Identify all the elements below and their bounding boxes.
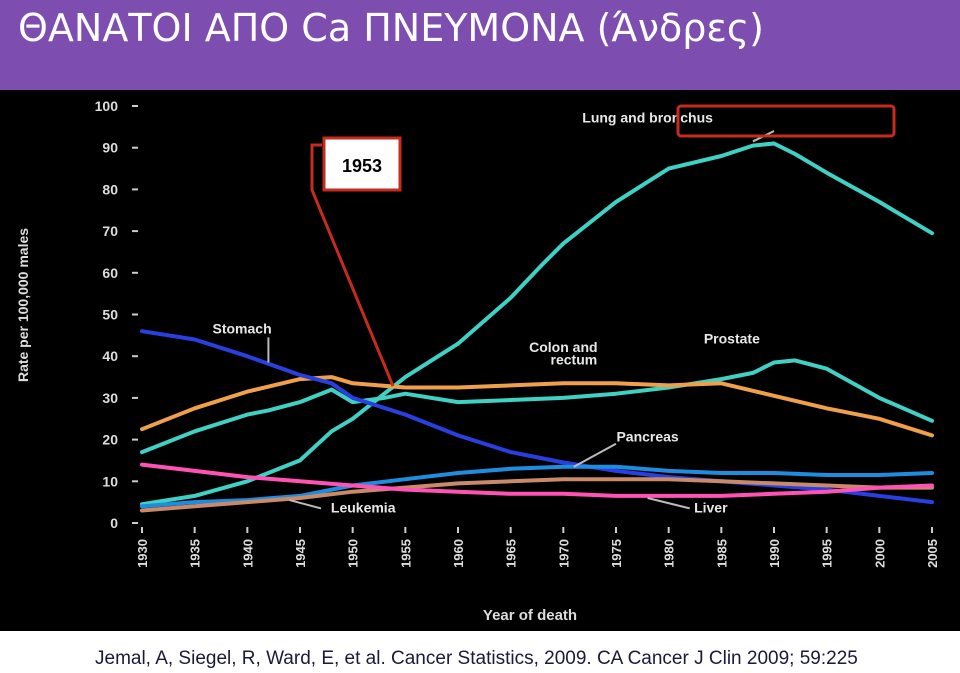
series-label: Pancreas — [616, 429, 678, 445]
y-tick-label: 50 — [102, 307, 118, 323]
year-callout-pointer — [310, 143, 395, 387]
series-line-prostate — [140, 375, 934, 438]
series-line-stomach — [140, 329, 934, 505]
x-tick-label: 1935 — [188, 539, 203, 568]
series-line-colon-and-rectum — [140, 358, 934, 455]
liver-pointer — [647, 497, 690, 510]
x-tick-label: 1975 — [609, 539, 624, 568]
y-tick-label: 30 — [102, 390, 118, 406]
leukemia-pointer — [289, 499, 322, 510]
series-label: rectum — [551, 352, 598, 368]
series-line-leukemia — [140, 477, 934, 513]
y-tick-label: 10 — [102, 473, 118, 489]
slide-title: ΘΑΝΑΤΟΙ ΑΠΟ Ca ΠΝΕΥΜΟΝΑ (Άνδρες) — [18, 6, 765, 50]
x-tick-label: 1985 — [714, 539, 729, 568]
year-callout-label: 1953 — [342, 156, 382, 176]
x-tick-label: 1930 — [135, 539, 150, 568]
x-tick-label: 2000 — [872, 539, 887, 568]
x-tick-label: 1950 — [346, 539, 361, 568]
series-line-pancreas — [140, 464, 934, 509]
series-label: Liver — [694, 500, 728, 516]
y-axis-title: Rate per 100,000 males — [15, 228, 31, 382]
x-tick-label: 1955 — [398, 539, 413, 568]
series-label: Stomach — [213, 320, 272, 336]
series-label: Colon and — [529, 339, 597, 355]
y-tick-label: 60 — [102, 265, 118, 281]
pancreas-pointer — [573, 442, 617, 468]
x-axis-title: Year of death — [483, 607, 577, 624]
x-tick-label: 1945 — [293, 539, 308, 568]
year-callout-box — [322, 136, 402, 192]
x-tick-label: 1965 — [504, 539, 519, 568]
x-tick-label: 1990 — [767, 539, 782, 568]
series-label: Prostate — [704, 331, 760, 347]
series-line-liver — [140, 462, 934, 498]
y-tick-label: 70 — [102, 223, 118, 239]
x-tick-label: 1995 — [820, 539, 835, 568]
y-tick-label: 90 — [102, 140, 118, 156]
x-tick-label: 2005 — [925, 539, 940, 568]
y-tick-label: 20 — [102, 432, 118, 448]
x-tick-label: 1940 — [240, 539, 255, 568]
line-chart: 0 10 20 30 40 50 60 70 80 90 100 1930 1935 1940 1945 19… — [15, 98, 940, 624]
y-tick-label: 0 — [110, 515, 118, 531]
x-tick-label: 1980 — [662, 539, 677, 568]
x-tick-label: 1960 — [451, 539, 466, 568]
x-tick-label: 1970 — [556, 539, 571, 568]
citation: Jemal, A, Siegel, R, Ward, E, et al. Can… — [95, 648, 858, 669]
lung-label-highlight-box — [676, 104, 896, 138]
y-tick-label: 80 — [102, 181, 118, 197]
series-label: Lung and bronchus — [582, 110, 713, 126]
series-line-lung-and-bronchus — [140, 141, 934, 507]
title-band: ΘΑΝΑΤΟΙ ΑΠΟ Ca ΠΝΕΥΜΟΝΑ (Άνδρες) — [0, 0, 960, 90]
y-tick-label: 100 — [95, 98, 119, 114]
series-label: Leukemia — [331, 500, 396, 516]
y-tick-label: 40 — [102, 348, 118, 364]
chart-area: 0 10 20 30 40 50 60 70 80 90 100 1930 1935 1940 1945 19… — [0, 90, 960, 631]
